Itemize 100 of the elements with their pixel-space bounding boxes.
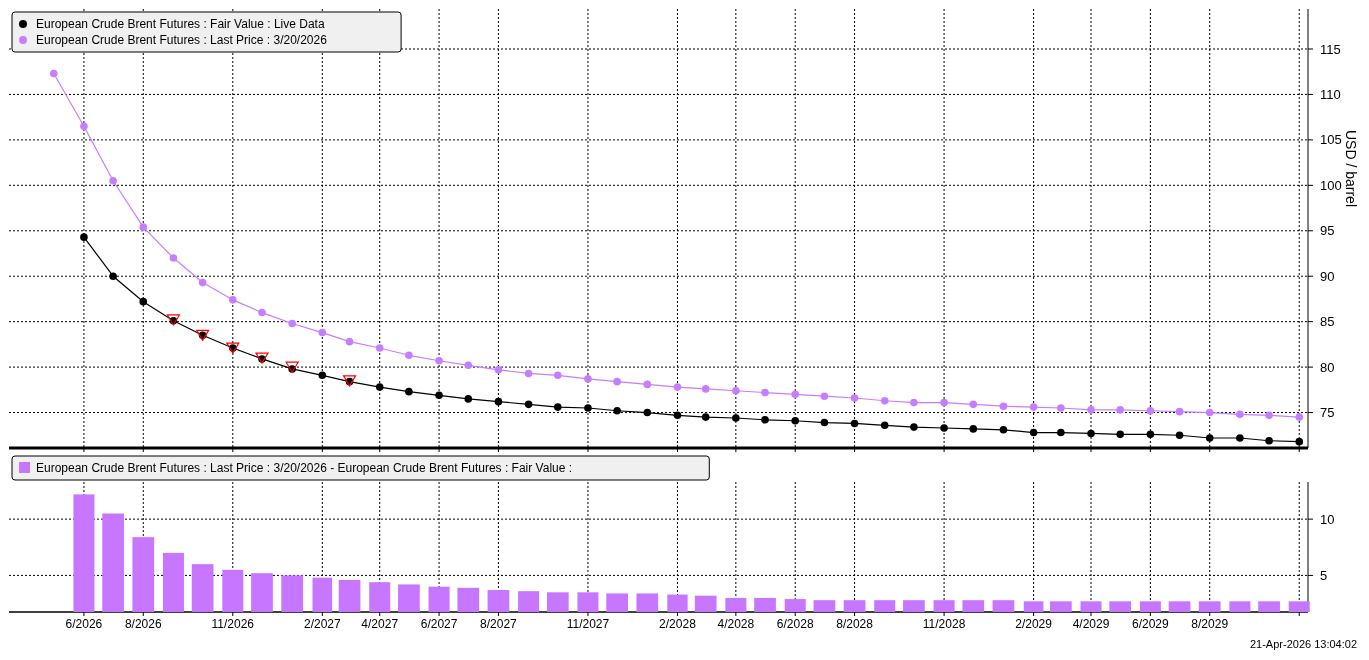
x-tick-label: 2/2029 (1015, 617, 1053, 631)
point (1029, 403, 1038, 411)
point (285, 361, 299, 373)
x-tick-label: 4/2029 (1072, 617, 1110, 631)
point (1057, 404, 1065, 412)
point (673, 411, 682, 420)
x-tick-label: 6/2028 (776, 617, 814, 631)
point (820, 392, 829, 400)
point (198, 278, 207, 287)
point (613, 406, 621, 415)
x-tick-label: 11/2026 (211, 617, 255, 631)
point (643, 408, 652, 417)
point (109, 272, 117, 281)
y-tick-label: 10 (1320, 511, 1335, 527)
point (613, 377, 621, 386)
point (1295, 413, 1304, 421)
x-tick-label: 6/2027 (420, 617, 458, 631)
point (1265, 411, 1273, 420)
x-tick-label: 2/2028 (659, 617, 697, 631)
legend-label: European Crude Brent Futures : Fair Value : Live Data (36, 17, 325, 31)
point (375, 344, 384, 352)
point (1116, 406, 1124, 414)
y-tick-label: 100 (1320, 177, 1342, 193)
point (494, 397, 503, 406)
point (1146, 430, 1155, 439)
x-tick-label: 8/2028 (836, 617, 874, 631)
point (1029, 428, 1038, 437)
point (1146, 406, 1155, 415)
point (643, 380, 652, 389)
x-tick-label: 4/2027 (361, 617, 399, 631)
point (318, 328, 327, 337)
x-tick-label: 2/2027 (303, 617, 341, 631)
point (850, 394, 859, 402)
point (139, 297, 148, 306)
x-tick-label: 6/2026 (65, 617, 103, 631)
y-tick-label: 5 (1320, 567, 1328, 583)
point (109, 176, 117, 185)
point (80, 122, 88, 131)
point (464, 395, 473, 403)
y-tick-label: 115 (1320, 41, 1341, 57)
point (1087, 429, 1095, 438)
point (139, 223, 148, 231)
y-axis-title: USD / barrel (1343, 129, 1359, 208)
point (288, 319, 296, 328)
point (1175, 431, 1184, 440)
point (940, 424, 948, 432)
point (229, 296, 237, 304)
point (880, 396, 889, 405)
point (969, 400, 978, 409)
point (584, 375, 592, 383)
point (1087, 406, 1095, 414)
legend-label: European Crude Brent Futures : Last Price : 3/20/2026 - European Crude Brent Futures : Fair Value : (36, 461, 573, 475)
point (1175, 407, 1184, 416)
point (761, 388, 769, 397)
text: 21-Apr-2026 13:04:02 (1249, 638, 1357, 650)
point (791, 416, 800, 425)
point (435, 356, 443, 365)
point (1236, 410, 1244, 419)
point (999, 402, 1008, 410)
point (49, 69, 58, 78)
point (1295, 437, 1304, 446)
point (464, 361, 473, 370)
point (910, 398, 918, 407)
point (910, 423, 918, 431)
point (673, 383, 682, 391)
point (850, 419, 859, 428)
point (732, 386, 740, 395)
point (732, 414, 740, 422)
point (80, 233, 88, 241)
x-tick-label: 11/2028 (922, 617, 966, 631)
point (258, 308, 266, 317)
point (1057, 428, 1065, 437)
point (1205, 434, 1214, 442)
y-tick-label: 75 (1320, 405, 1335, 421)
point (405, 351, 413, 360)
x-tick-label: 8/2029 (1191, 617, 1229, 631)
point (524, 400, 533, 409)
point (435, 391, 443, 400)
y-tick-label: 110 (1320, 86, 1341, 102)
point (1265, 436, 1273, 445)
x-tick-label: 6/2029 (1132, 617, 1170, 631)
point (1205, 408, 1214, 417)
x-tick-label: 11/2027 (566, 617, 610, 631)
point (553, 403, 562, 411)
y-tick-label: 90 (1320, 268, 1335, 284)
point (701, 385, 710, 393)
point (820, 418, 829, 427)
point (701, 413, 710, 421)
point (969, 425, 978, 433)
point (880, 421, 889, 430)
point (405, 387, 413, 396)
point (999, 426, 1008, 434)
point (1236, 434, 1244, 442)
x-tick-label: 8/2026 (124, 617, 162, 631)
y-tick-label: 80 (1320, 359, 1335, 375)
point (553, 371, 562, 380)
point (375, 383, 384, 391)
x-tick-label: 8/2027 (480, 617, 518, 631)
point (169, 254, 178, 262)
y-tick-label: 85 (1320, 314, 1335, 330)
